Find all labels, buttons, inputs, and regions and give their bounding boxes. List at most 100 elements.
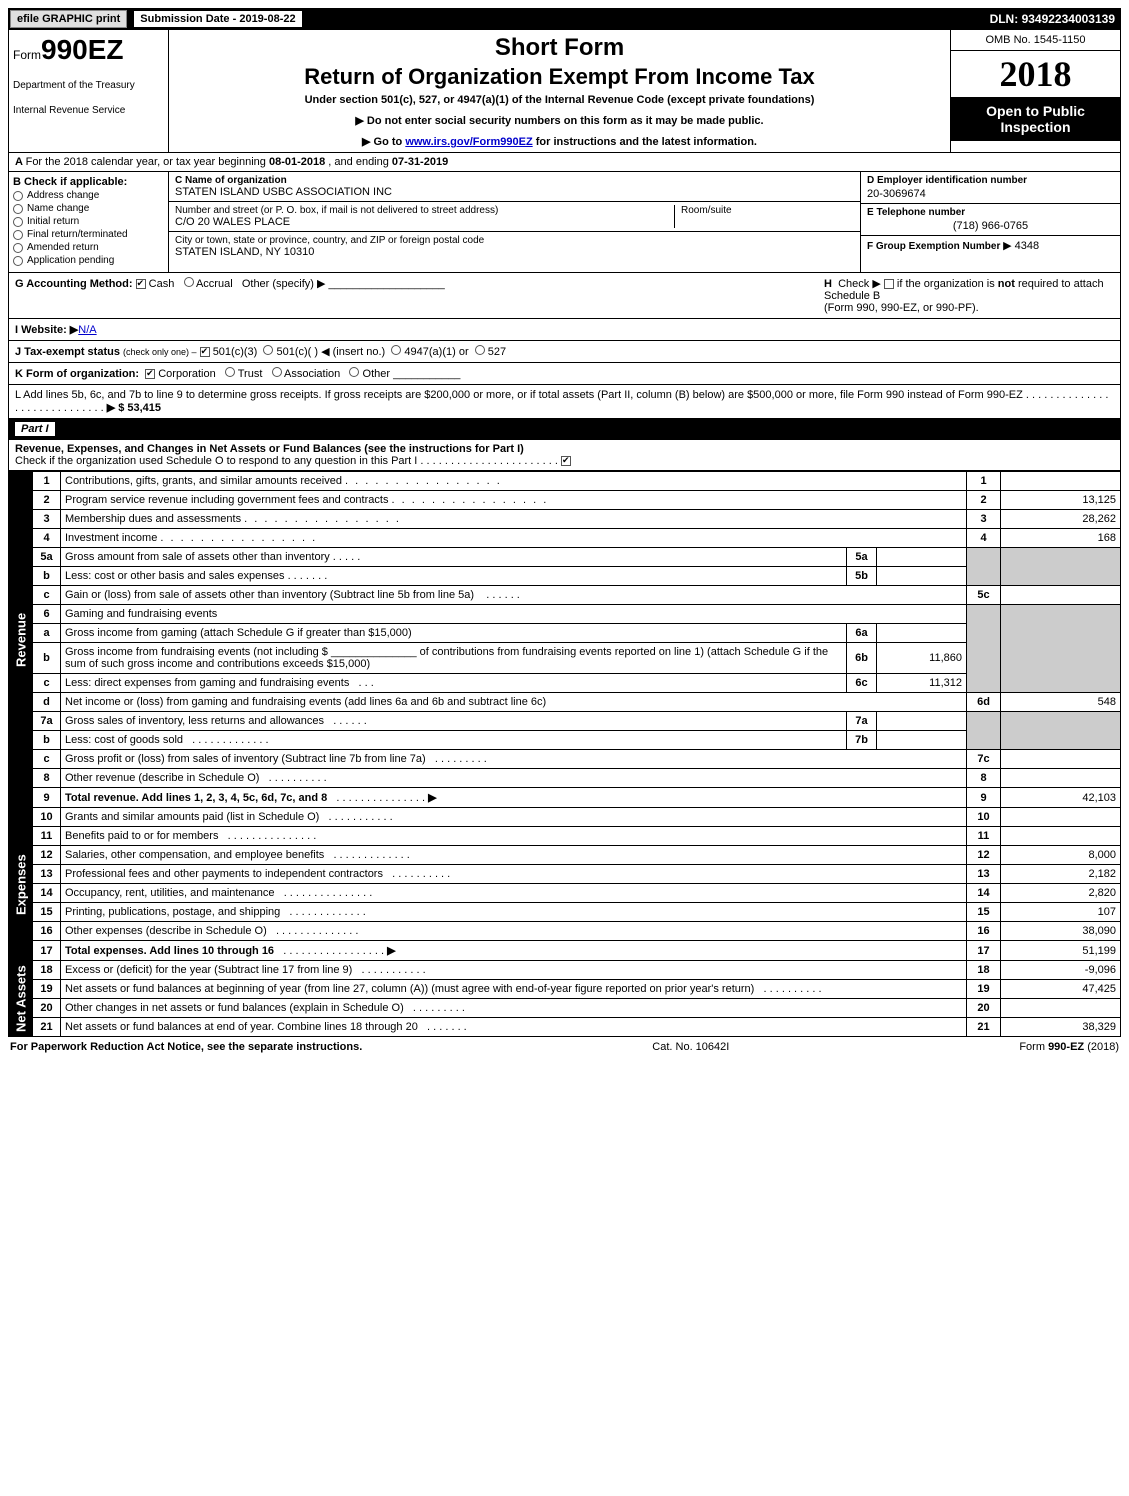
line-5c-val [1001, 586, 1121, 605]
chk-4947[interactable] [391, 345, 401, 355]
line-10-boxn: 10 [967, 808, 1001, 827]
line-7b-subv [877, 731, 967, 750]
line-7-grey [967, 712, 1001, 750]
line-6c-desc: Less: direct expenses from gaming and fu… [65, 677, 349, 689]
line-11-num: 11 [33, 827, 61, 846]
chk-trust[interactable] [225, 367, 235, 377]
chk-cash[interactable] [136, 279, 146, 289]
chk-schedule-o[interactable] [561, 456, 571, 466]
line-9-val: 42,103 [1001, 788, 1121, 808]
part-1-label: Part I [15, 422, 55, 436]
room-suite-label: Room/suite [674, 205, 854, 228]
chk-corporation[interactable] [145, 369, 155, 379]
part-1-table: Revenue 1 Contributions, gifts, grants, … [8, 471, 1121, 1037]
line-19-val: 47,425 [1001, 980, 1121, 999]
form-number: Form990EZ [13, 34, 164, 66]
line-3-desc: Membership dues and assessments [65, 513, 241, 525]
line-8-boxn: 8 [967, 769, 1001, 788]
line-6b-subn: 6b [847, 643, 877, 674]
line-7b-subn: 7b [847, 731, 877, 750]
dln-value: 93492234003139 [1022, 12, 1115, 26]
footer-right: Form 990-EZ (2018) [1019, 1041, 1119, 1053]
line-5b-num: b [33, 567, 61, 586]
line-19-desc: Net assets or fund balances at beginning… [65, 983, 754, 995]
line-8-desc: Other revenue (describe in Schedule O) [65, 772, 259, 784]
line-11-boxn: 11 [967, 827, 1001, 846]
row-a-mid: , and ending [325, 156, 392, 168]
line-14-desc: Occupancy, rent, utilities, and maintena… [65, 887, 275, 899]
block-bcdef: B Check if applicable: Address change Na… [8, 172, 1121, 273]
form-no-big: 990EZ [41, 34, 124, 65]
chk-final-return[interactable] [13, 230, 23, 240]
line-6-desc: Gaming and fundraising events [65, 608, 217, 620]
row-l: L Add lines 5b, 6c, and 7b to line 9 to … [8, 385, 1121, 419]
line-7-greyv [1001, 712, 1121, 750]
line-6d-num: d [33, 693, 61, 712]
line-16-boxn: 16 [967, 922, 1001, 941]
header-left: Form990EZ Department of the Treasury Int… [9, 30, 169, 152]
j-opt-1: 501(c)( ) ◀ (insert no.) [277, 346, 386, 358]
chk-schedule-b[interactable] [884, 279, 894, 289]
chk-initial-return[interactable] [13, 217, 23, 227]
top-bar: efile GRAPHIC print Submission Date - 20… [8, 8, 1121, 30]
irs-link[interactable]: www.irs.gov/Form990EZ [405, 136, 532, 148]
chk-accrual[interactable] [184, 277, 194, 287]
j-label: J Tax-exempt status [15, 346, 120, 358]
line-21-desc: Net assets or fund balances at end of ye… [65, 1021, 418, 1033]
chk-name-change[interactable] [13, 204, 23, 214]
line-6d-desc: Net income or (loss) from gaming and fun… [65, 696, 546, 708]
chk-other[interactable] [349, 367, 359, 377]
chk-527[interactable] [475, 345, 485, 355]
chk-501c[interactable] [263, 345, 273, 355]
part-1-check-text: Check if the organization used Schedule … [15, 455, 417, 467]
row-a-end: 07-31-2019 [392, 156, 448, 168]
chk-501c3[interactable] [200, 347, 210, 357]
dln-label: DLN: [990, 12, 1022, 26]
dln: DLN: 93492234003139 [990, 12, 1119, 26]
line-8-val [1001, 769, 1121, 788]
row-k: K Form of organization: Corporation Trus… [8, 363, 1121, 385]
chk-application-pending[interactable] [13, 256, 23, 266]
line-6b-subv: 11,860 [877, 643, 967, 674]
col-def: D Employer identification number 20-3069… [860, 172, 1120, 272]
line-6a-subn: 6a [847, 624, 877, 643]
e-label: E Telephone number [867, 207, 965, 218]
chk-address-change[interactable] [13, 191, 23, 201]
line-5c-num: c [33, 586, 61, 605]
line-6c-subv: 11,312 [877, 674, 967, 693]
ein: 20-3069674 [867, 188, 1114, 200]
line-18-desc: Excess or (deficit) for the year (Subtra… [65, 964, 352, 976]
line-7a-subn: 7a [847, 712, 877, 731]
line-6d-val: 548 [1001, 693, 1121, 712]
k-opt-1: Trust [238, 368, 263, 380]
chk-association[interactable] [272, 367, 282, 377]
line-17-val: 51,199 [1001, 941, 1121, 961]
goto-line: ▶ Go to www.irs.gov/Form990EZ for instru… [173, 135, 946, 148]
group-exemption: ▶ 4348 [1003, 240, 1039, 252]
line-7c-desc: Gross profit or (loss) from sales of inv… [65, 753, 426, 765]
chk-amended-return[interactable] [13, 243, 23, 253]
footer-left: For Paperwork Reduction Act Notice, see … [10, 1041, 362, 1053]
line-12-val: 8,000 [1001, 846, 1121, 865]
line-6a-num: a [33, 624, 61, 643]
line-4-boxn: 4 [967, 529, 1001, 548]
line-5b-subv [877, 567, 967, 586]
line-20-desc: Other changes in net assets or fund bala… [65, 1002, 404, 1014]
line-20-val [1001, 999, 1121, 1018]
return-title: Return of Organization Exempt From Incom… [173, 64, 946, 90]
line-19-boxn: 19 [967, 980, 1001, 999]
line-1-val [1001, 472, 1121, 491]
line-6b-num: b [33, 643, 61, 674]
telephone: (718) 966-0765 [867, 220, 1114, 232]
b-item-1: Name change [27, 203, 89, 214]
line-13-desc: Professional fees and other payments to … [65, 868, 383, 880]
form-prefix: Form [13, 48, 41, 62]
line-15-boxn: 15 [967, 903, 1001, 922]
efile-print-button[interactable]: efile GRAPHIC print [10, 10, 127, 28]
line-9-boxn: 9 [967, 788, 1001, 808]
submission-date: Submission Date - 2019-08-22 [133, 10, 302, 28]
line-5b-desc: Less: cost or other basis and sales expe… [65, 570, 285, 582]
k-opt-0: Corporation [158, 368, 215, 380]
row-a-pre: For the 2018 calendar year, or tax year … [26, 156, 269, 168]
line-7c-num: c [33, 750, 61, 769]
